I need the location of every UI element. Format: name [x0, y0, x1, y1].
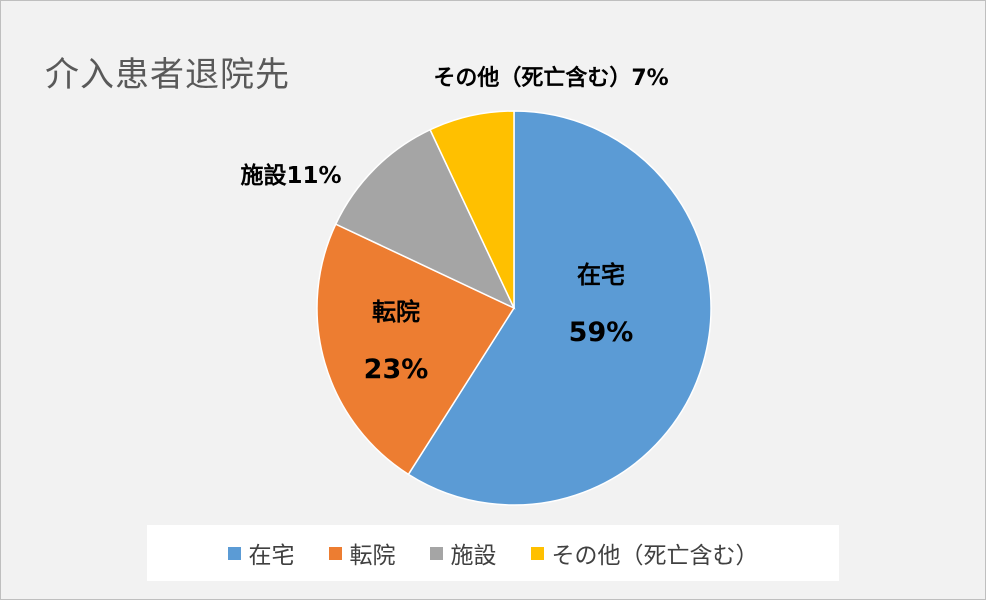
label-home-name: 在宅: [577, 261, 625, 289]
pie-slice-transfer: [316, 223, 516, 476]
legend-label-transfer: 転院: [349, 543, 396, 569]
legend-item-home: 在宅: [227, 536, 295, 570]
pie-slice-facility: [334, 128, 516, 310]
legend-swatch-transfer: [328, 546, 342, 560]
label-transfer-value: 23%: [364, 354, 429, 385]
label-facility: 施設11%: [240, 162, 341, 189]
data-labels: 在宅 59% 転院 23% 施設11% その他（死亡含む）7%: [240, 65, 668, 385]
legend-label-home: 在宅: [248, 543, 295, 569]
label-other: その他（死亡含む）7%: [433, 65, 668, 91]
label-home-value: 59%: [569, 317, 634, 348]
legend-swatch-other: [530, 546, 544, 560]
legend-label-facility: 施設: [450, 543, 497, 569]
legend-item-transfer: 転院: [328, 536, 396, 570]
legend-item-other: その他（死亡含む）: [530, 536, 759, 570]
pie-slice-other: [429, 110, 515, 309]
legend-swatch-home: [227, 546, 241, 560]
pie-slices: [316, 110, 712, 506]
legend: 在宅 転院 施設 その他（死亡含む）: [147, 525, 839, 581]
pie-slice-home: [407, 110, 712, 506]
chart-title: 介入患者退院先: [45, 55, 290, 95]
label-transfer-name: 転院: [372, 298, 420, 326]
legend-item-facility: 施設: [429, 536, 497, 570]
legend-label-other: その他（死亡含む）: [551, 543, 759, 569]
legend-swatch-facility: [429, 546, 443, 560]
